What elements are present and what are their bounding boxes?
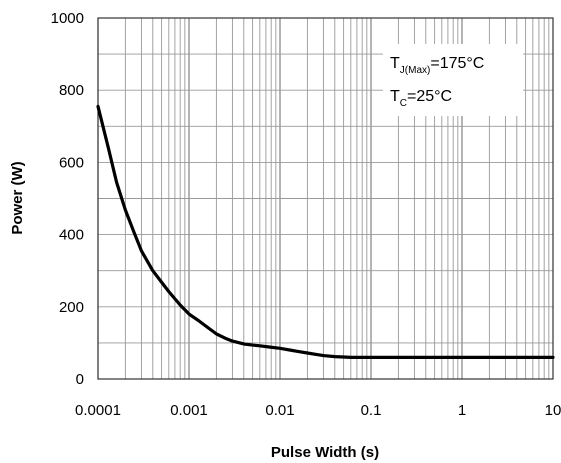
x-tick-label: 0.01 [265, 402, 294, 419]
x-tick-label: 10 [545, 402, 561, 419]
x-tick-label: 1 [458, 402, 466, 419]
tick-labels: 0.0001 0.001 0.01 0.1 1 10 0 200 400 600 800 1000 [51, 10, 561, 419]
x-axis-label: Pulse Width (s) [271, 444, 379, 461]
y-tick-label: 0 [76, 371, 84, 388]
y-tick-label: 800 [59, 82, 84, 99]
grid [97, 18, 553, 379]
annotation-box: TJ(Max)=175°C TC=25°C [383, 44, 523, 116]
annotation-line-2: TC=25°C [390, 88, 452, 109]
x-tick-label: 0.0001 [75, 402, 121, 419]
y-axis-label: Power (W) [9, 161, 26, 234]
annotation-line-1: TJ(Max)=175°C [390, 55, 484, 76]
y-tick-label: 600 [59, 154, 84, 171]
x-tick-label: 0.1 [361, 402, 382, 419]
y-tick-label: 200 [59, 299, 84, 316]
y-tick-label: 1000 [51, 10, 84, 27]
annotation-background [383, 44, 523, 116]
x-tick-label: 0.001 [170, 402, 208, 419]
series-layer [96, 104, 555, 359]
plot-frame [97, 17, 554, 380]
y-tick-label: 400 [59, 227, 84, 244]
power-curve [96, 104, 555, 359]
